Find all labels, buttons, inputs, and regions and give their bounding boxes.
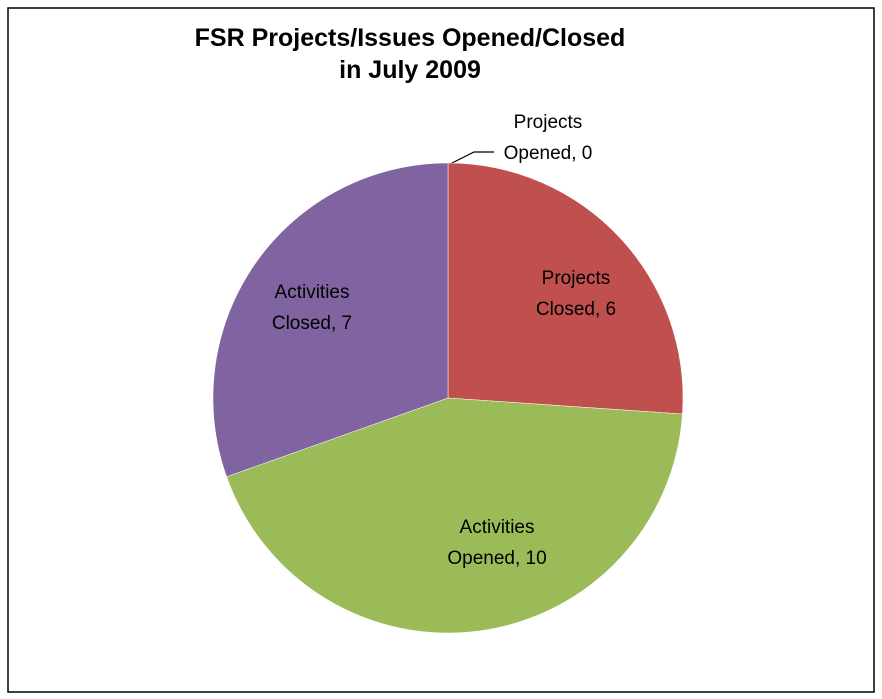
pie-slice	[226, 397, 683, 634]
text-line: in July 2009	[339, 56, 481, 84]
data-label: Projects Closed, 6	[536, 268, 616, 320]
text-line: Closed, 7	[272, 313, 352, 334]
text-line: Closed, 6	[536, 299, 616, 320]
text-line: Opened, 0	[504, 143, 593, 164]
text-line: Activities	[460, 517, 535, 538]
chart-title: FSR Projects/Issues Opened/Closed in July…	[195, 24, 626, 84]
text-line: Opened, 10	[447, 548, 546, 569]
text-line: Activities	[275, 282, 350, 303]
text-line: Projects	[542, 268, 611, 289]
pie-slice	[212, 162, 449, 478]
text-line: Projects	[514, 112, 583, 133]
text-line: FSR Projects/Issues Opened/Closed	[195, 24, 626, 52]
data-label: Projects Opened, 0	[504, 112, 593, 164]
pie-slice	[447, 162, 684, 415]
data-label: Activities Closed, 7	[272, 282, 352, 334]
data-label: Activities Opened, 10	[447, 517, 546, 569]
leader-line	[449, 151, 494, 165]
